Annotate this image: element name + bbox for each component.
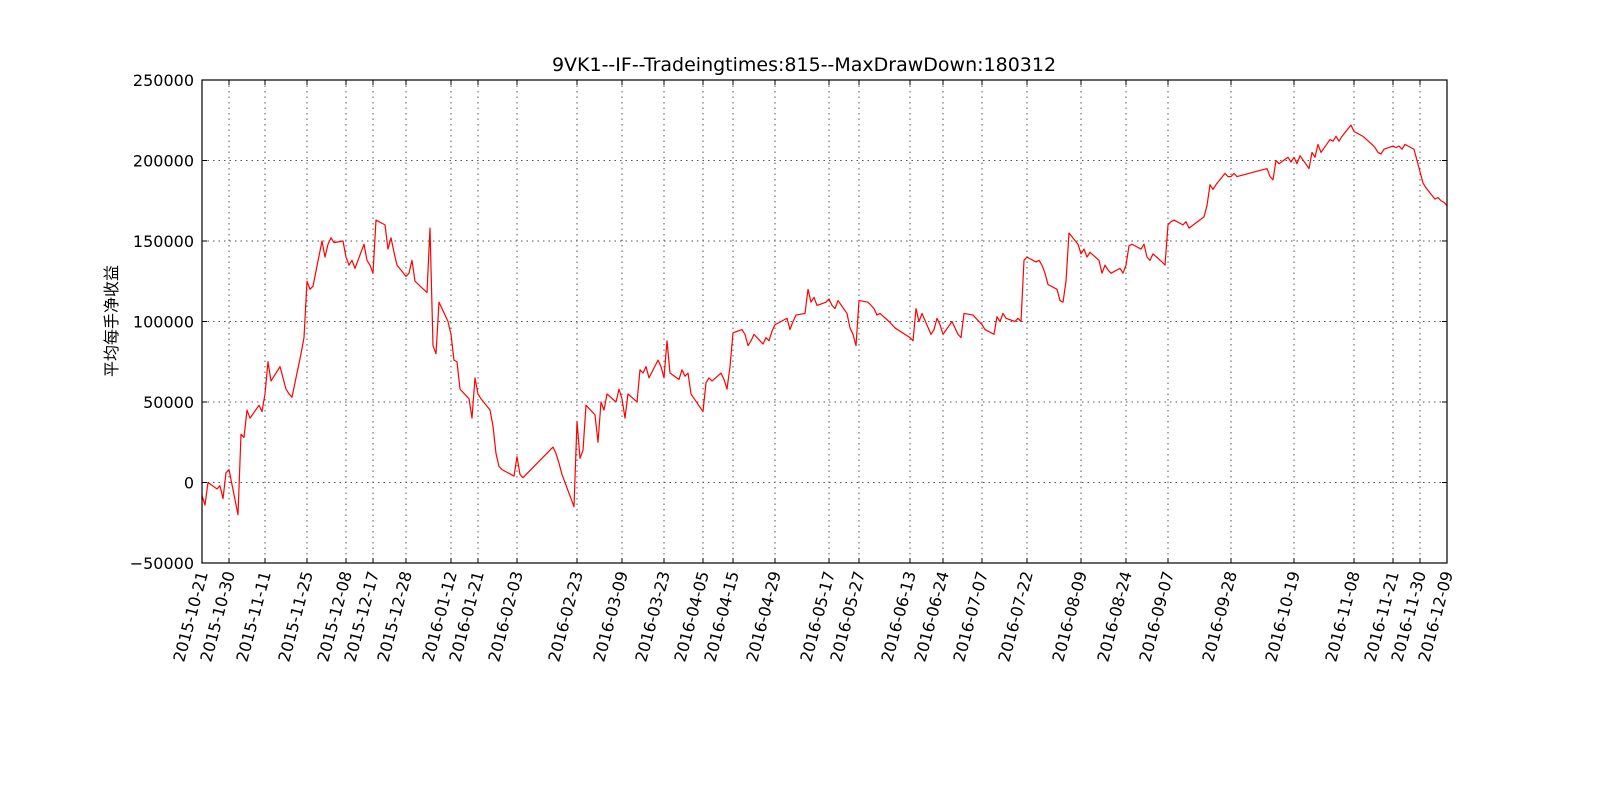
y-tick-label: 50000 xyxy=(143,393,194,412)
y-tick-label: −50000 xyxy=(130,554,194,573)
y-tick-label: 150000 xyxy=(133,232,194,251)
series-layer xyxy=(201,124,1448,516)
y-tick-label: 0 xyxy=(184,474,194,493)
y-tick-label: 100000 xyxy=(133,313,194,332)
y-axis-label: 平均每手净收益 xyxy=(102,265,121,377)
y-axis: −50000 0 50000 100000 150000 200000 250000 xyxy=(130,71,1447,573)
series-line xyxy=(201,124,1448,516)
chart-title: 9VK1--IF--Tradeingtimes:815--MaxDrawDown… xyxy=(552,54,1056,76)
y-tick-label: 250000 xyxy=(133,71,194,90)
y-tick-label: 200000 xyxy=(133,152,194,171)
grid xyxy=(202,80,1447,563)
